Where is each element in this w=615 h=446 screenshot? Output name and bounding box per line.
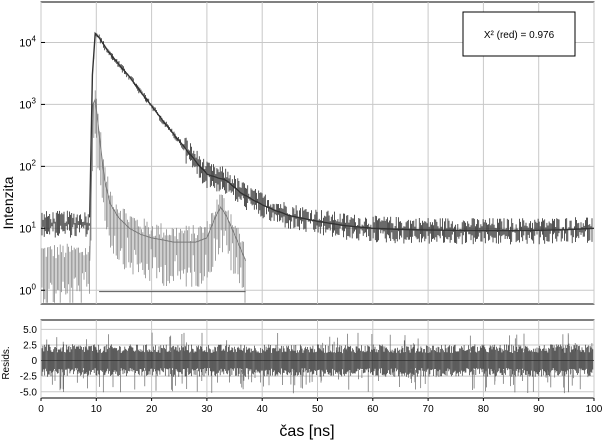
x-tick-label: 70 (423, 404, 435, 415)
annotation-box (462, 11, 576, 57)
annotation-text: X² (red) = 0.976 (484, 30, 555, 41)
x-tick-label: 60 (367, 404, 379, 415)
decay-y-tick-label: 100 (19, 282, 36, 297)
decay-y-tick-label: 104 (19, 34, 36, 49)
irf-noise (41, 90, 246, 303)
chi-square-annotation: X² (red) = 0.976 (462, 11, 576, 57)
residuals-y-axis-label: Resids. (1, 346, 12, 379)
residuals-x-ticks: 0 10 20 30 40 50 60 70 80 90 100 (38, 398, 603, 415)
x-tick-label: 40 (257, 404, 269, 415)
residuals-y-tick-label: 5.0 (23, 325, 37, 336)
x-tick-label: 100 (586, 404, 603, 415)
residuals-y-tick-label: -2.5 (20, 372, 38, 383)
x-tick-label: 50 (312, 404, 324, 415)
decay-y-tick-label: 102 (19, 158, 36, 173)
irf-line (89, 97, 247, 261)
residuals-noise-band (41, 332, 594, 394)
x-tick-label: 90 (533, 404, 545, 415)
residuals-y-tick-label: -5.0 (20, 387, 38, 398)
x-tick-label: 80 (478, 404, 490, 415)
x-tick-label: 0 (38, 404, 44, 415)
decay-y-axis-label: Intenzita (0, 176, 16, 229)
residuals-y-ticks: 5.0 2.5 0 -2.5 -5.0 (20, 325, 38, 398)
x-axis-label: čas [ns] (279, 423, 334, 440)
decay-panel: 100 101 102 103 104 Intenzita X² (red) = 0.9… (0, 1, 595, 305)
decay-fit-line (89, 31, 595, 232)
residuals-y-tick-label: 0 (31, 356, 37, 367)
decay-series-group (89, 31, 595, 293)
residuals-panel: 5.0 2.5 0 -2.5 -5.0 0 10 20 30 40 50 60 70 80 90 100 R… (1, 319, 603, 440)
residuals-spikes (46, 332, 593, 394)
decay-y-tick-label: 103 (19, 96, 36, 111)
residuals-y-tick-label: 2.5 (23, 340, 37, 351)
decay-y-ticks: 100 101 102 103 104 (19, 34, 45, 297)
x-tick-label: 20 (146, 404, 158, 415)
x-tick-label: 30 (201, 404, 213, 415)
decay-y-tick-label: 101 (19, 220, 36, 235)
x-tick-label: 10 (91, 404, 103, 415)
